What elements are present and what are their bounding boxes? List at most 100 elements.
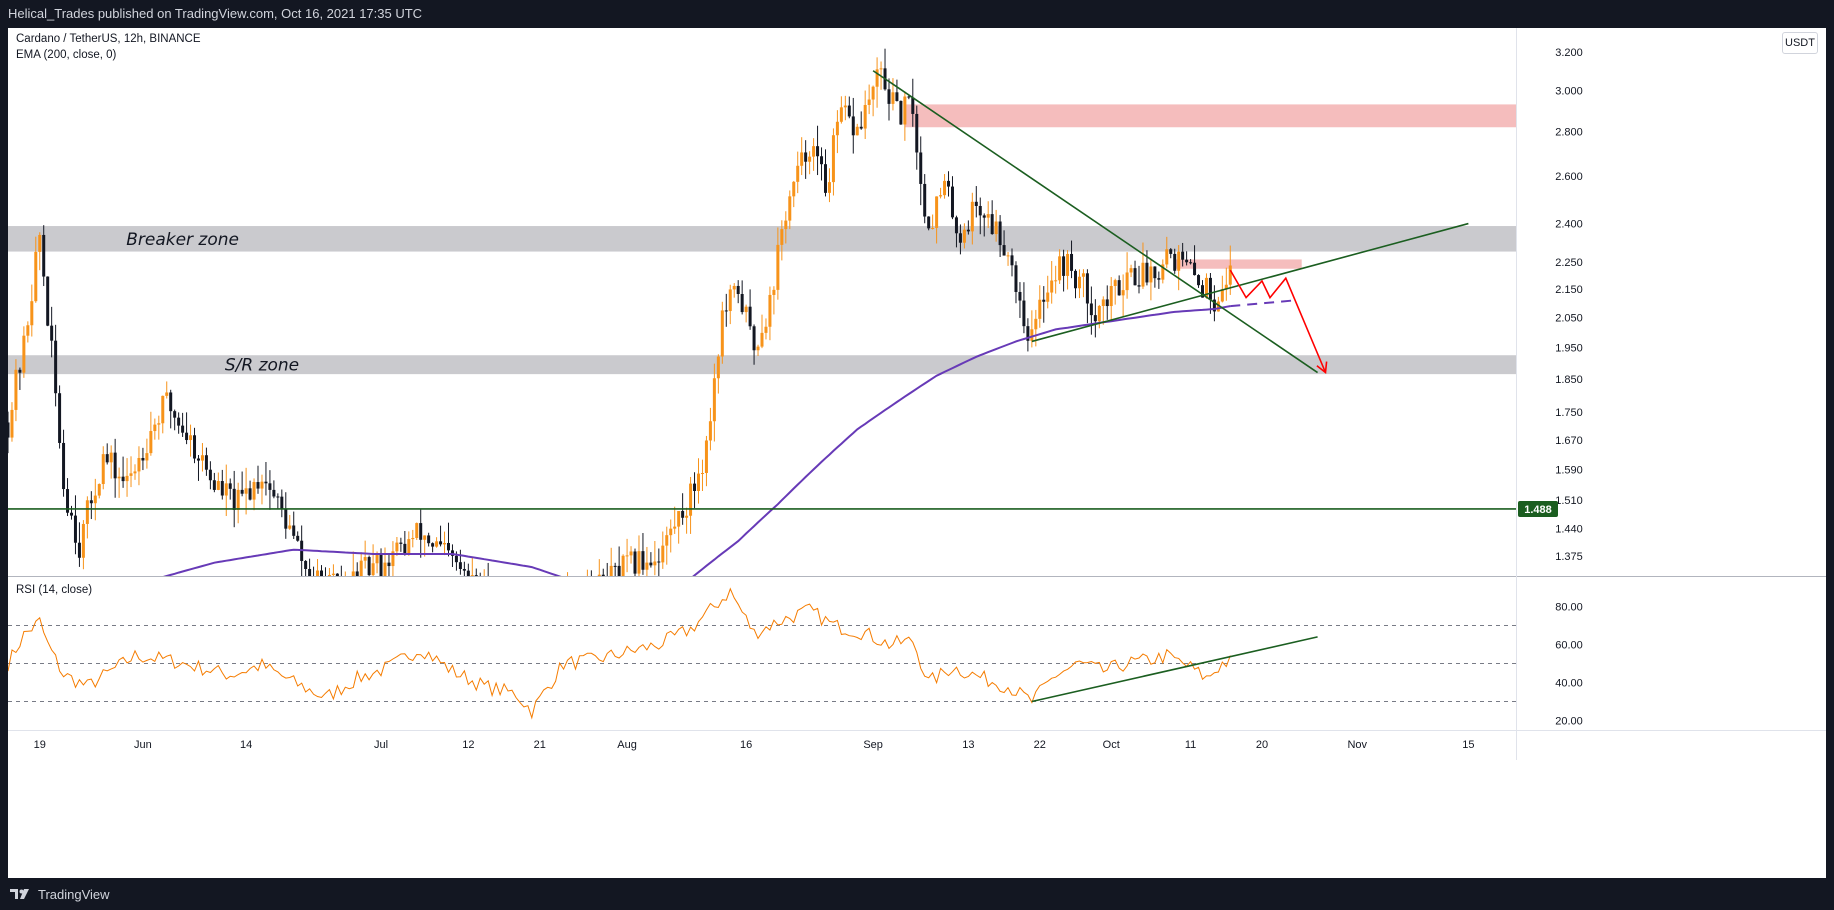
- candle-143: [574, 590, 577, 631]
- candle-43: [177, 412, 181, 434]
- candle-136: [546, 645, 549, 670]
- candle-280: [1117, 275, 1121, 296]
- price-chart[interactable]: Breaker zone S/R zone 3.200 3.000 2.800 2.600…: [8, 28, 1826, 878]
- time-tick-3: Jul: [374, 739, 388, 751]
- candle-61: [248, 480, 252, 501]
- candle-274: [1093, 299, 1097, 338]
- candle-272: [1085, 269, 1089, 324]
- candle-130: [522, 668, 525, 683]
- candle-49: [200, 443, 204, 472]
- publish-info: Helical_Trades published on TradingView.…: [8, 6, 423, 21]
- candle-76: [308, 558, 312, 576]
- candle-74: [300, 525, 304, 576]
- candle-9: [42, 225, 46, 287]
- candle-244: [974, 186, 978, 218]
- price-tick-9: 1.850: [1555, 374, 1583, 386]
- candle-75: [304, 560, 308, 576]
- candle-218: [871, 85, 875, 117]
- candle-227: [907, 95, 911, 100]
- ema-projection-line: [1230, 299, 1294, 308]
- time-tick-1: Jun: [134, 739, 152, 751]
- candle-162: [649, 552, 653, 568]
- candle-15: [66, 478, 70, 517]
- candle-5: [26, 321, 30, 343]
- rsi-trendline: [1031, 636, 1318, 703]
- candle-24: [101, 446, 105, 490]
- candle-116: [466, 563, 470, 576]
- candle-39: [161, 395, 165, 434]
- projection-arrow: [1229, 269, 1327, 373]
- candle-247: [986, 201, 990, 228]
- candle-191: [764, 318, 768, 340]
- candle-68: [276, 493, 280, 509]
- candle-2: [14, 359, 18, 422]
- candle-158: [633, 548, 637, 576]
- candle-184: [736, 280, 740, 304]
- candle-65: [264, 461, 268, 496]
- candle-11: [50, 306, 54, 358]
- price-tick-3: 2.600: [1555, 171, 1583, 183]
- candle-55: [224, 464, 228, 517]
- candle-97: [391, 541, 395, 576]
- candle-88: [355, 562, 359, 576]
- ema-200-line: [163, 305, 1231, 576]
- candle-237: [947, 171, 951, 197]
- tradingview-brand[interactable]: TradingView: [10, 886, 110, 902]
- zone-1: [8, 355, 1516, 375]
- candle-221: [883, 48, 887, 91]
- candle-294: [1173, 248, 1177, 274]
- candle-53: [216, 472, 220, 491]
- candle-156: [625, 538, 629, 573]
- time-tick-12: 11: [1185, 739, 1196, 751]
- candle-110: [443, 531, 447, 556]
- candle-241: [962, 223, 966, 249]
- candle-108: [435, 537, 439, 548]
- candle-279: [1113, 278, 1117, 305]
- candle-176: [704, 435, 708, 487]
- price-tick-1: 3.000: [1555, 85, 1583, 97]
- candle-161: [645, 546, 649, 576]
- candle-198: [792, 180, 796, 208]
- zone-3: [1174, 259, 1302, 269]
- candle-119: [479, 572, 481, 576]
- trendline-1: [1031, 222, 1469, 343]
- rsi-tick-0: 80.00: [1555, 602, 1583, 614]
- candle-157: [629, 546, 633, 564]
- candle-32: [133, 464, 137, 480]
- candle-175: [700, 459, 704, 492]
- candle-13: [58, 385, 62, 449]
- candle-45: [185, 412, 189, 445]
- candle-98: [395, 536, 399, 556]
- currency-scale-button[interactable]: USDT: [1782, 32, 1818, 54]
- candle-145: [582, 577, 585, 611]
- candle-194: [776, 227, 780, 300]
- candle-81: [327, 567, 331, 576]
- candle-219: [875, 57, 879, 108]
- candle-3: [18, 367, 22, 390]
- candle-167: [669, 519, 673, 553]
- chart-frame[interactable]: Breaker zone S/R zone 3.200 3.000 2.800 2.600…: [8, 28, 1826, 878]
- time-tick-14: Nov: [1347, 739, 1367, 751]
- ema-legend: EMA (200, close, 0): [16, 49, 117, 61]
- candle-273: [1089, 286, 1093, 335]
- candle-23: [97, 483, 101, 499]
- candle-79: [320, 565, 324, 576]
- candle-210: [839, 96, 843, 124]
- candle-19: [81, 520, 85, 570]
- candle-216: [863, 90, 867, 139]
- candle-205: [820, 147, 824, 181]
- footer-bar: TradingView: [0, 878, 1834, 910]
- candle-208: [831, 128, 835, 196]
- zone-0: [8, 226, 1516, 252]
- candle-25: [105, 443, 109, 465]
- rsi-pane: [8, 587, 1516, 720]
- candle-82: [331, 564, 335, 576]
- candle-298: [1189, 259, 1193, 265]
- candle-64: [260, 474, 264, 505]
- candle-18: [77, 522, 81, 567]
- candle-268: [1070, 240, 1074, 279]
- candle-42: [173, 409, 177, 431]
- candle-28: [117, 467, 121, 498]
- candle-192: [768, 286, 772, 341]
- candle-238: [950, 176, 954, 220]
